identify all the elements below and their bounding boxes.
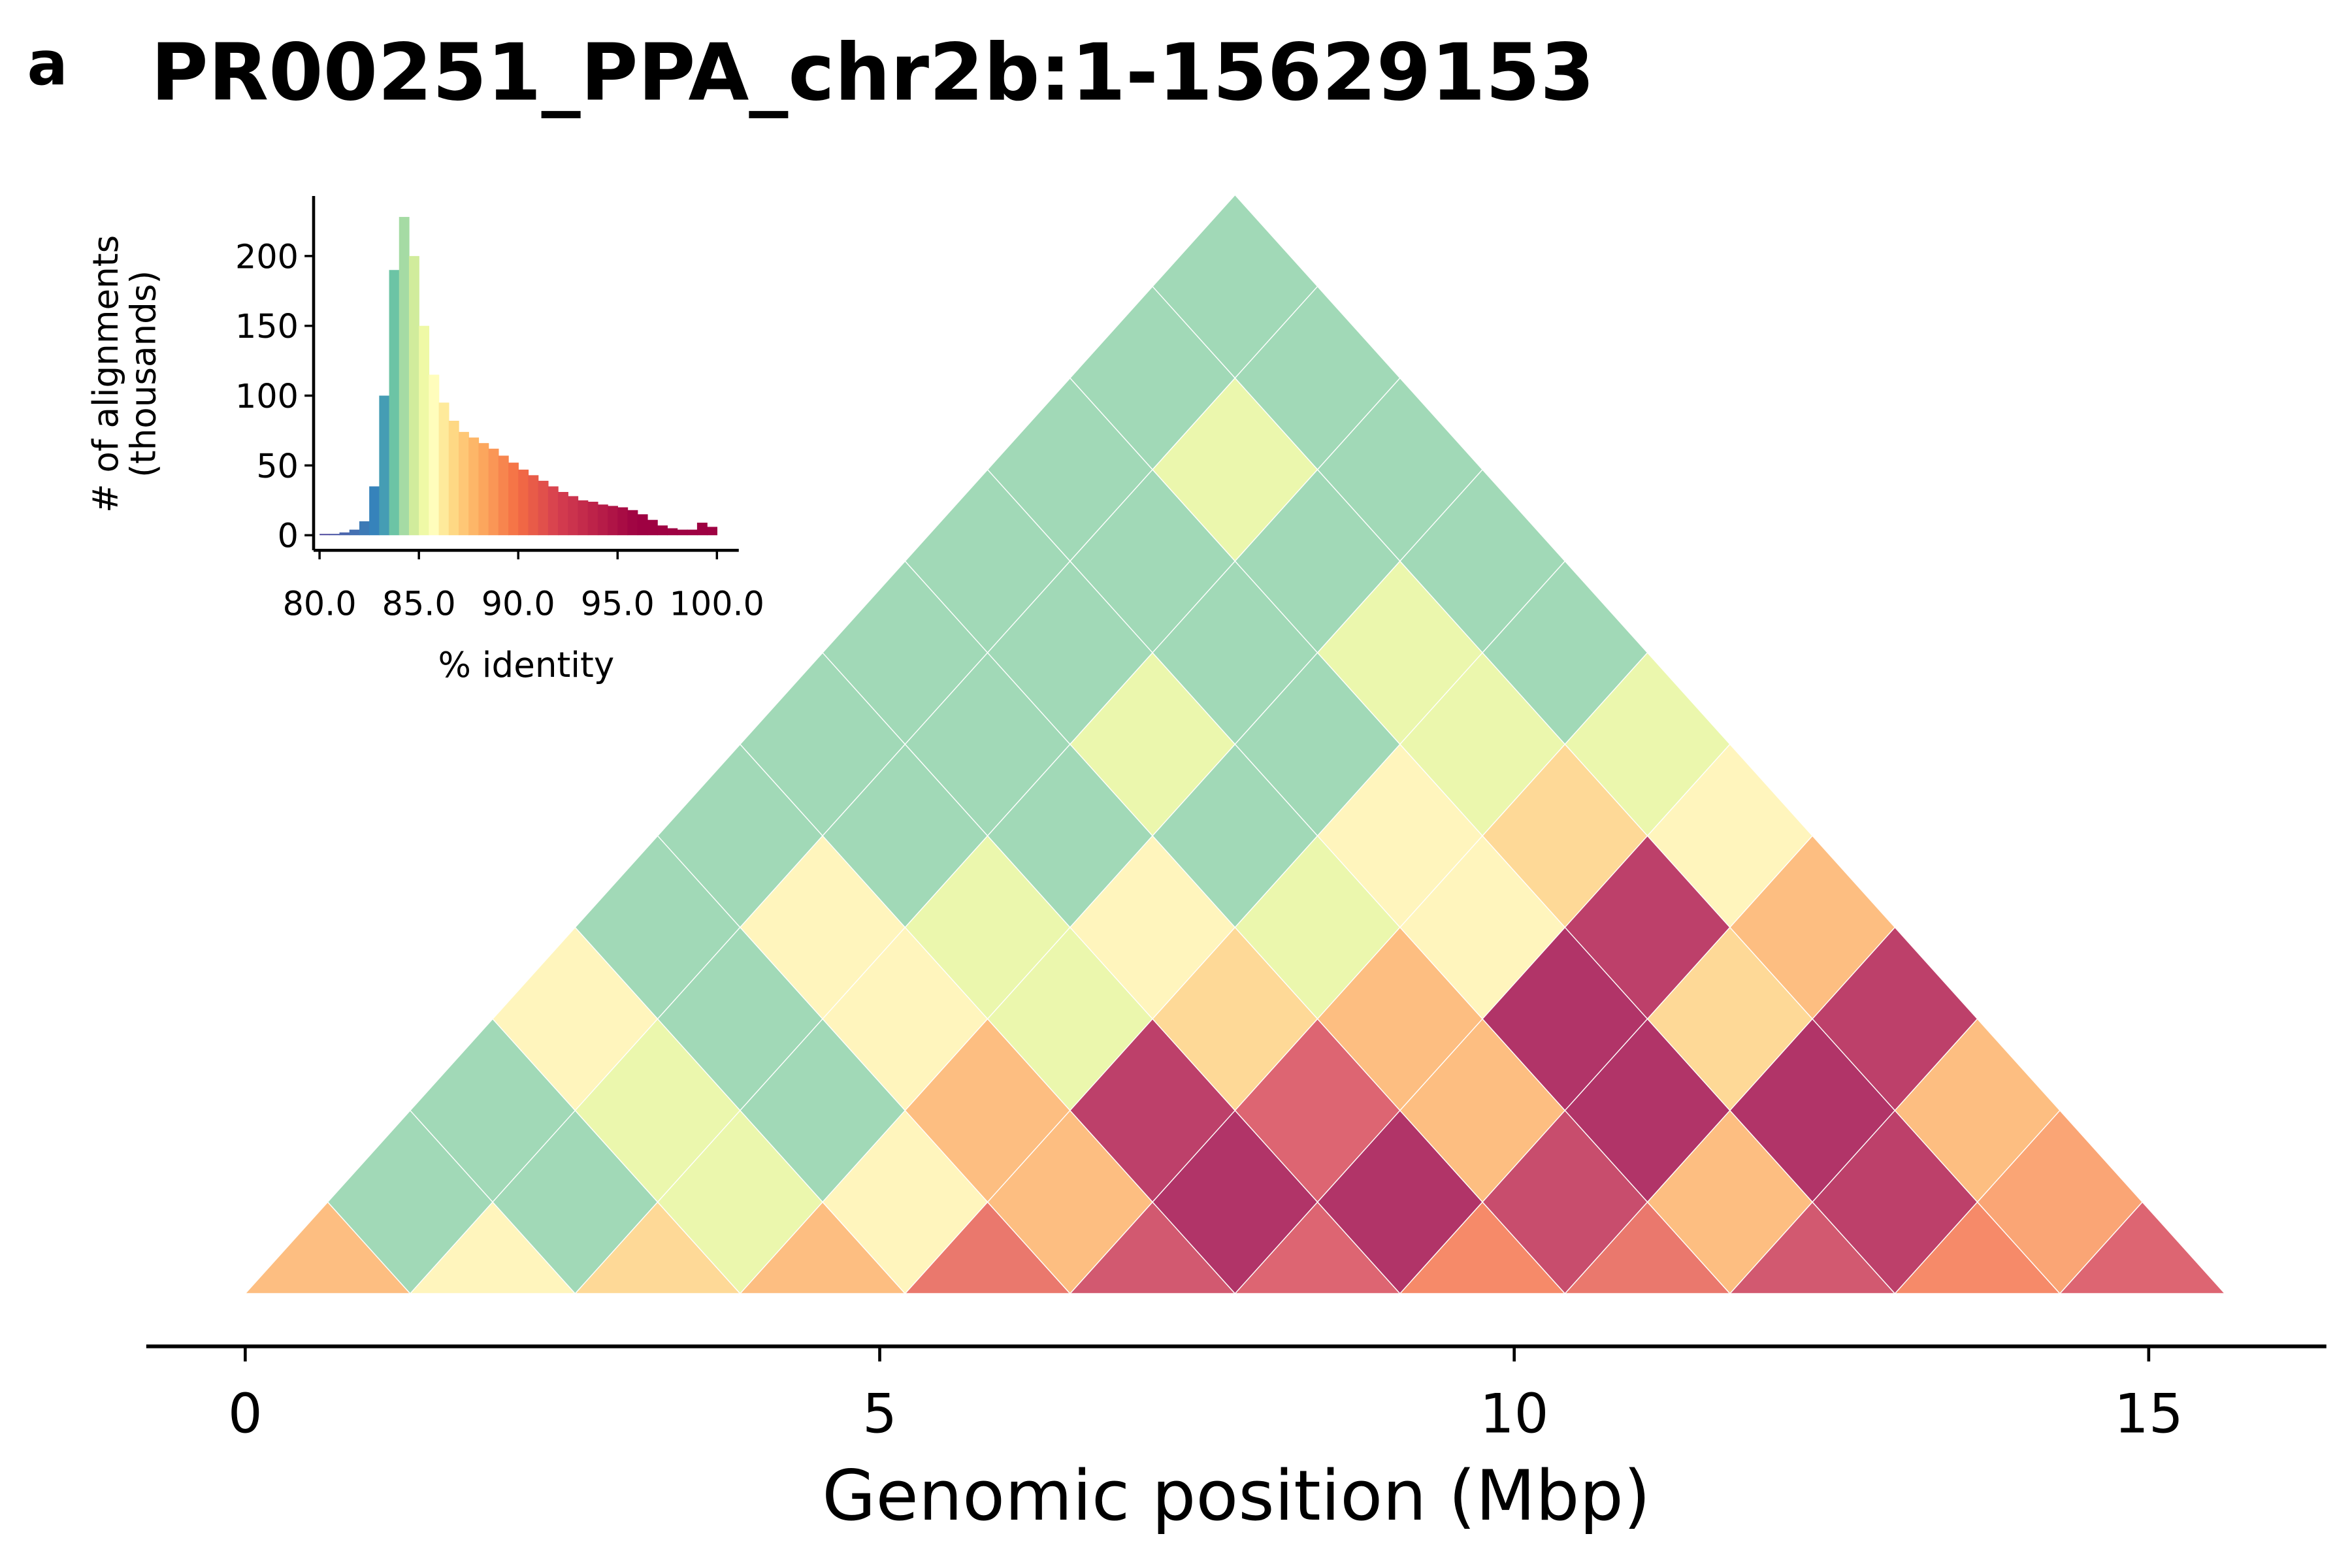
y-tick-label: 50 <box>256 447 299 485</box>
histogram-bar <box>429 374 440 536</box>
histogram-bar <box>617 507 629 536</box>
histogram-bar <box>329 534 340 536</box>
histogram-bar <box>528 475 539 536</box>
histogram-bar <box>339 532 350 536</box>
y-tick-label: 150 <box>235 307 299 346</box>
x-tick-label: 5 <box>862 1382 897 1445</box>
x-tick-label: 90.0 <box>482 585 555 623</box>
histogram-bar <box>696 523 708 536</box>
histogram-bar <box>608 506 618 536</box>
histogram-bar <box>389 270 400 536</box>
histogram-bar <box>597 504 608 536</box>
histogram-bar <box>379 395 390 536</box>
panel-label: a <box>27 28 68 99</box>
histogram-bar <box>707 527 718 536</box>
histogram-bar <box>498 455 509 536</box>
histogram-bar <box>538 480 549 536</box>
histogram-bar <box>419 325 430 536</box>
y-tick-label: 200 <box>235 237 299 276</box>
x-tick-label: 15 <box>2114 1382 2183 1445</box>
y-axis-label: # of alignments <box>86 235 126 513</box>
x-tick-label: 0 <box>228 1382 263 1445</box>
x-tick-label: 10 <box>1480 1382 1549 1445</box>
x-tick-label: 80.0 <box>283 585 357 623</box>
histogram-bar <box>578 500 589 536</box>
y-tick-label: 100 <box>235 377 299 416</box>
histogram-bar <box>468 437 480 536</box>
histogram-bar <box>677 529 688 536</box>
y-tick-label: 0 <box>278 517 299 555</box>
histogram-bar <box>647 519 658 536</box>
histogram-bar <box>547 486 559 536</box>
histogram-bar <box>587 501 598 536</box>
histogram-bar <box>508 463 519 536</box>
histogram-bar <box>458 432 469 536</box>
histogram-bar <box>568 496 579 536</box>
heatmap-cell <box>2059 1201 2226 1294</box>
x-axis-label: % identity <box>438 645 615 685</box>
histogram-bar <box>558 491 568 536</box>
histogram-bar <box>627 510 638 536</box>
x-axis-label: Genomic position (Mbp) <box>822 1456 1650 1537</box>
histogram-bar <box>657 525 668 536</box>
histogram-bar <box>448 421 459 536</box>
histogram-bar <box>319 534 331 536</box>
histogram-bar <box>399 217 410 536</box>
histogram-bar <box>687 529 698 536</box>
histogram-bar <box>518 469 529 536</box>
x-tick-label: 85.0 <box>382 585 456 623</box>
histogram-bar <box>667 528 678 536</box>
histogram-bar <box>359 521 370 536</box>
x-tick-label: 95.0 <box>581 585 655 623</box>
histogram-bar <box>408 255 419 536</box>
chart-title: PR00251_PPA_chr2b:1-15629153 <box>151 27 1595 118</box>
histogram-bar <box>478 443 489 536</box>
histogram-bar <box>349 529 360 536</box>
histogram-bar <box>488 448 499 536</box>
x-tick-label: 100.0 <box>670 585 764 623</box>
histogram-bar <box>369 486 380 536</box>
histogram-bar <box>438 402 449 536</box>
histogram-bar <box>637 514 648 536</box>
y-axis-label: (thousands) <box>123 270 164 478</box>
